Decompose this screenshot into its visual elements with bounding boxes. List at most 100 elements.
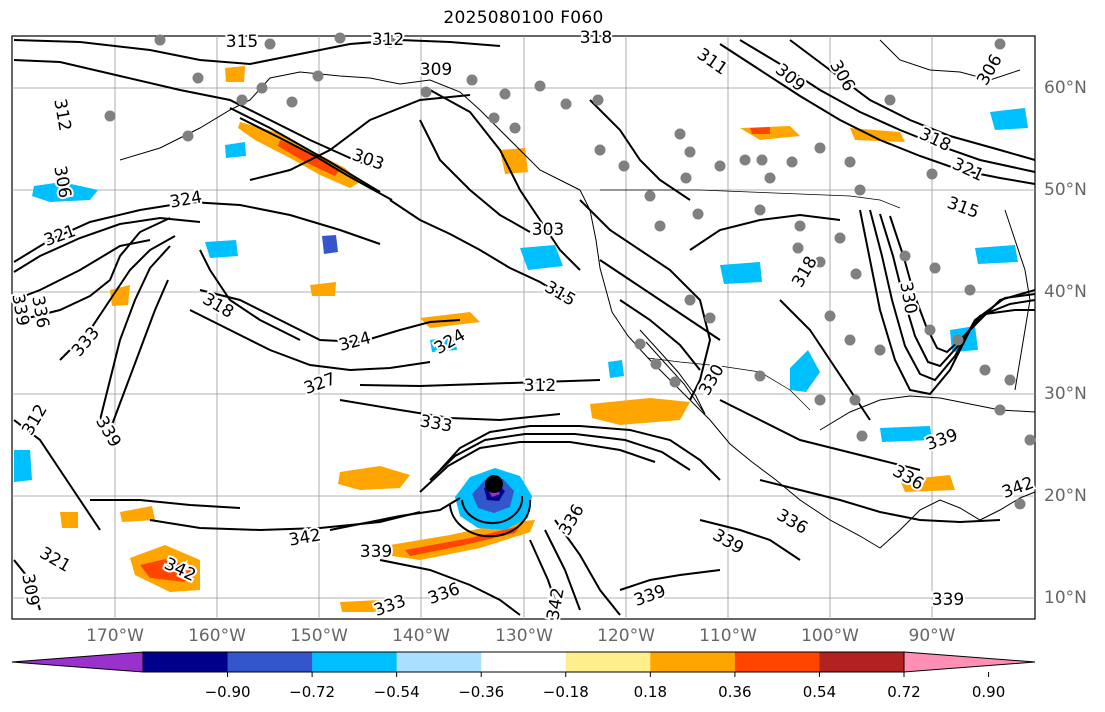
observation-dot: [634, 338, 646, 350]
shade-cyan-plains: [720, 262, 762, 284]
observation-dot: [618, 160, 630, 172]
contour-line: [13, 38, 501, 66]
observation-dot: [1024, 434, 1036, 446]
contour-line: [579, 199, 712, 401]
contour-line: [429, 89, 581, 271]
longitude-label: 160°W: [188, 626, 246, 646]
observation-dot: [824, 310, 836, 322]
shade-orange-pac1: [110, 285, 130, 306]
map-title: 2025080100 F060: [443, 8, 604, 28]
contour-line: [619, 299, 701, 371]
colorbar-arrow-high: [903, 651, 1036, 673]
observation-dot: [488, 112, 500, 124]
observation-dot: [814, 142, 826, 154]
shade-orange-gulf: [900, 475, 955, 492]
observation-dot: [466, 74, 478, 86]
latitude-label: 10°N: [1044, 588, 1087, 608]
observation-dot: [154, 34, 166, 46]
shaded-fields: [14, 66, 1028, 612]
latitude-label: 50°N: [1044, 180, 1087, 200]
contour-line: [879, 213, 1036, 368]
observation-dot: [592, 94, 604, 106]
longitude-label: 100°W: [801, 626, 859, 646]
contour-line: [339, 399, 561, 422]
contour-label: 324: [168, 187, 203, 212]
shade-orange-mid: [338, 466, 410, 490]
contour-line: [13, 419, 101, 531]
colorbar-tick-label: −0.72: [289, 683, 336, 701]
observation-dot: [756, 154, 768, 166]
longitude-label: 110°W: [699, 626, 757, 646]
observation-dot: [654, 220, 666, 232]
colorbar-segment: [565, 652, 651, 672]
contour-line: [689, 213, 841, 251]
latitude-label: 30°N: [1044, 384, 1087, 404]
contour-line: [759, 479, 1001, 524]
shade-red-gulf-alaska: [278, 140, 340, 176]
observation-dot: [854, 184, 866, 196]
observation-dot: [104, 110, 116, 122]
contour-line: [13, 200, 381, 263]
contour-line: [389, 199, 571, 301]
colorbar-tick-label: −0.90: [204, 683, 251, 701]
coastline-yucatan: [879, 491, 1036, 549]
contour-label: 303: [532, 220, 564, 240]
observation-dot: [594, 144, 606, 156]
shade-cyan-pac2: [205, 240, 238, 258]
observation-dot: [754, 370, 766, 382]
observation-dot: [312, 70, 324, 82]
contour-line: [529, 539, 561, 616]
observation-dot: [256, 82, 268, 94]
shade-cyan-pac3: [520, 245, 563, 270]
observation-dot: [834, 232, 846, 244]
contour-line: [461, 495, 524, 525]
observation-dot: [952, 334, 964, 346]
observation-dot: [384, 36, 396, 48]
observation-dot: [714, 160, 726, 172]
colorbar-segment: [481, 652, 567, 672]
contour-line: [554, 519, 621, 616]
contour-line: [429, 433, 691, 481]
contour-label: 312: [372, 30, 404, 50]
observation-dot: [899, 250, 911, 262]
shade-cyan-mex: [608, 360, 624, 378]
contour-line: [13, 59, 381, 171]
observation-dot: [669, 376, 681, 388]
shade-cyan-tx: [790, 350, 820, 392]
contour-line: [99, 245, 171, 421]
observation-dot: [644, 190, 656, 202]
shade-cyan-pac1: [32, 182, 98, 202]
contour-line: [599, 259, 721, 341]
shade-cyan-pac4: [430, 336, 457, 352]
colorbar-tick-label: 0.90: [971, 683, 1006, 701]
observation-dot: [499, 88, 511, 100]
contour-label: 315: [226, 32, 258, 52]
shade-cyan-gulf: [880, 426, 932, 442]
observation-dot: [814, 394, 826, 406]
shade-red-plains: [750, 127, 770, 134]
observation-dot: [509, 122, 521, 134]
colorbar-segment: [143, 652, 229, 672]
observation-dot: [684, 294, 696, 306]
shade-red-subtropic: [405, 526, 520, 556]
observation-dot: [874, 344, 886, 356]
contour-line: [90, 499, 241, 509]
contour-line: [699, 519, 801, 561]
colorbar-tick-label: −0.54: [373, 683, 420, 701]
observation-dot: [334, 32, 346, 44]
contour-label: 339: [360, 542, 392, 562]
colorbar-tick-label: 0.36: [718, 683, 752, 701]
colorbar-tick-label: −0.36: [458, 683, 505, 701]
storm-center-marker: [485, 475, 503, 493]
longitude-label: 90°W: [908, 626, 956, 646]
latitude-label: 40°N: [1044, 282, 1087, 302]
contour-line: [869, 209, 1036, 382]
colorbar-segment: [819, 652, 905, 672]
observation-dot: [856, 430, 868, 442]
observation-dot: [182, 130, 194, 142]
border-us-mexico: [647, 357, 811, 411]
shade-cyan-east3: [990, 108, 1028, 130]
contour-line: [419, 441, 656, 493]
longitude-label: 120°W: [597, 626, 655, 646]
observation-dot: [850, 268, 862, 280]
